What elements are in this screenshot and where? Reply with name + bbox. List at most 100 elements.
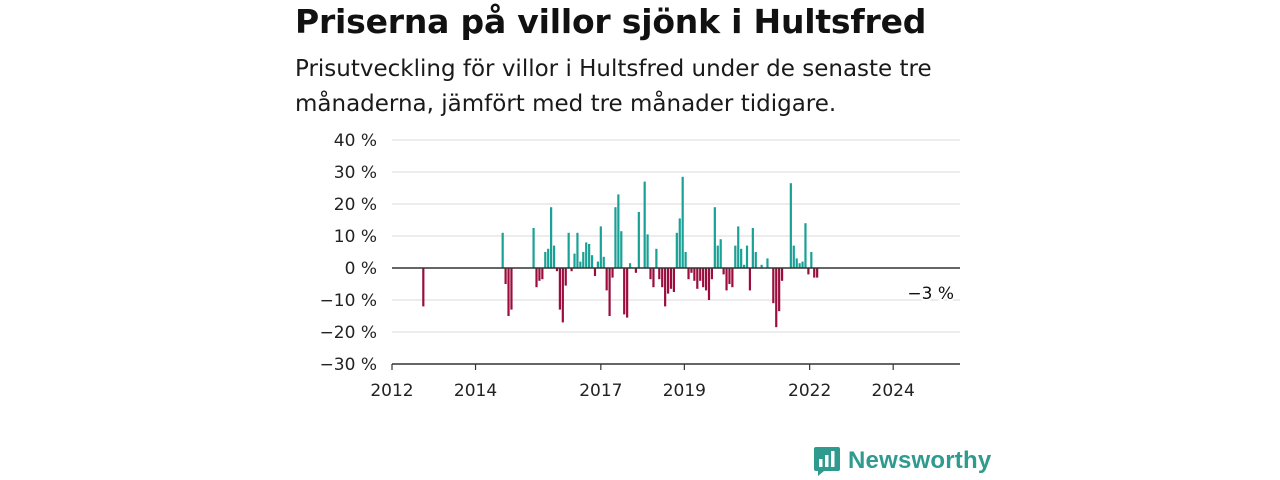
bar [602, 256, 605, 268]
bar [713, 207, 716, 268]
chart-subtitle: Prisutveckling för villor i Hultsfred un… [295, 56, 932, 117]
bar [710, 268, 714, 280]
bar [737, 226, 740, 268]
bar [579, 261, 582, 268]
bar [541, 268, 544, 280]
bar [544, 252, 547, 268]
x-tick-label: 2022 [788, 381, 831, 401]
bar [573, 253, 576, 268]
bar [570, 268, 573, 272]
x-tick-label: 2017 [579, 381, 622, 401]
bar [751, 228, 754, 268]
last-value-annotation: −3 % [907, 284, 954, 304]
bar-chart: 40 %30 %20 %10 %0 %−10 %−20 %−30 % 2012 2… [320, 131, 960, 401]
y-tick-label: −20 % [320, 323, 377, 343]
x-axis: 2012 2014 2017 2019 2022 2024 [370, 267, 960, 401]
bar [816, 268, 819, 278]
bar [813, 268, 816, 278]
bar [617, 194, 620, 268]
bar [646, 234, 649, 268]
bar [801, 261, 804, 268]
bar [666, 268, 670, 294]
bar [652, 268, 655, 288]
x-tick-label: 2019 [663, 381, 706, 401]
bar [593, 268, 597, 276]
bar [623, 268, 626, 315]
x-tick-label: 2012 [370, 381, 413, 401]
newsworthy-logo-icon [814, 447, 840, 476]
y-axis-tick-labels: 40 % 30 % 20 % 10 % 0 % −10 % −20 % −30 % [320, 131, 377, 375]
bar [605, 268, 608, 291]
bar [564, 268, 567, 286]
bar [614, 207, 617, 268]
y-tick-label: −30 % [320, 355, 377, 375]
bar [775, 268, 778, 328]
bar [789, 183, 792, 268]
bar [722, 268, 725, 275]
bar [637, 212, 640, 268]
bar [620, 231, 623, 268]
bar [734, 245, 737, 268]
bar [687, 268, 690, 280]
bar [804, 223, 807, 268]
bar [550, 207, 553, 268]
bar [599, 226, 602, 268]
bar [611, 268, 614, 278]
bar [716, 245, 719, 268]
bar [538, 268, 541, 281]
y-tick-label: 0 % [345, 259, 377, 279]
bar [510, 268, 513, 310]
newsworthy-logo-text: Newsworthy [848, 447, 992, 474]
bar [707, 268, 711, 300]
bar [501, 232, 504, 268]
bar [532, 228, 535, 268]
bar [778, 268, 781, 312]
bar [742, 264, 746, 268]
bar [567, 232, 570, 268]
bar [754, 252, 757, 268]
bar [669, 268, 673, 289]
bar [748, 268, 752, 291]
bar [582, 252, 585, 268]
bar [535, 268, 538, 288]
x-tick-label: 2014 [454, 381, 497, 401]
bar [547, 248, 550, 268]
bar [672, 268, 676, 292]
bar [634, 268, 638, 273]
bar [649, 268, 652, 280]
bar [731, 268, 734, 288]
bar [745, 245, 749, 268]
bar [766, 258, 769, 268]
bar [658, 268, 661, 280]
bar [780, 268, 784, 281]
bar [596, 261, 599, 268]
y-tick-label: 40 % [334, 131, 377, 151]
chart-title: Priserna på villor sjönk i Hultsfred [295, 2, 927, 41]
bar [590, 255, 594, 268]
bar [719, 239, 722, 268]
bar [699, 268, 702, 281]
newsworthy-logo: Newsworthy [813, 445, 991, 477]
bars [422, 176, 819, 328]
bar [681, 176, 684, 268]
bar [558, 268, 561, 310]
bar [760, 264, 763, 268]
bar [678, 218, 681, 268]
bar [561, 268, 564, 323]
bar [555, 268, 559, 272]
y-tick-label: 20 % [334, 195, 377, 215]
bar [798, 263, 801, 268]
bar [661, 268, 664, 288]
bar [693, 268, 696, 281]
bar [655, 248, 658, 268]
bar [702, 268, 705, 288]
bar [725, 268, 728, 291]
bar [608, 268, 611, 316]
bar [704, 268, 708, 291]
y-tick-label: 10 % [334, 227, 377, 247]
bar [504, 268, 507, 284]
bar [772, 268, 775, 304]
bar [585, 242, 588, 268]
bar [807, 268, 810, 275]
bar [643, 181, 646, 268]
